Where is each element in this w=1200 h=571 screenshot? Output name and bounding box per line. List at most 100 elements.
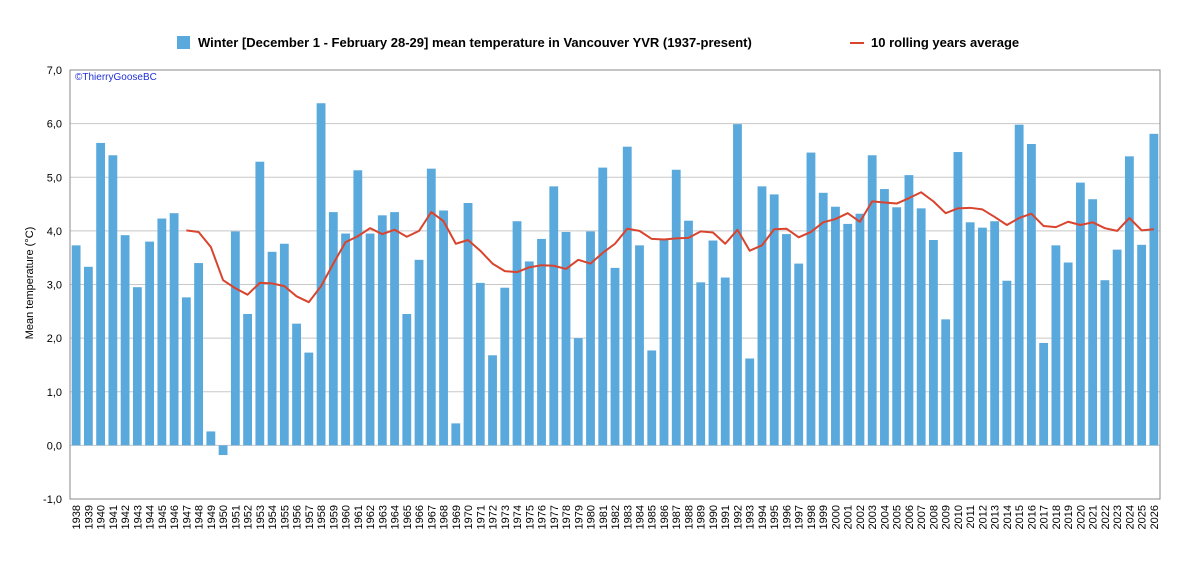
bar-2001 bbox=[843, 223, 853, 446]
y-tick-label: 2,0 bbox=[47, 333, 62, 345]
y-tick-label: 0,0 bbox=[47, 440, 62, 452]
bar-2011 bbox=[965, 222, 975, 446]
x-tick-label: 2023 bbox=[1112, 505, 1124, 529]
x-tick-label: 1993 bbox=[745, 505, 757, 529]
y-tick-labels: -1,0 0,0 1,0 2,0 3,0 4,0 5,0 6,0 7,0 bbox=[43, 65, 62, 506]
bar-1996 bbox=[782, 234, 791, 446]
x-tick-label: 1972 bbox=[488, 505, 500, 529]
bar-1966 bbox=[414, 259, 424, 446]
bar-1999 bbox=[818, 192, 828, 446]
x-tick-label: 2010 bbox=[953, 505, 965, 529]
x-tick-label: 1973 bbox=[500, 505, 512, 529]
x-tick-label: 2015 bbox=[1014, 505, 1026, 529]
y-tick-label: 6,0 bbox=[47, 119, 62, 131]
bar-1945 bbox=[157, 218, 167, 446]
bar-2000 bbox=[831, 206, 840, 446]
bar-1975 bbox=[524, 261, 534, 446]
x-tick-label: 2001 bbox=[843, 505, 855, 529]
x-tick-label: 1943 bbox=[132, 505, 144, 529]
x-tick-label: 1963 bbox=[377, 505, 389, 529]
legend-bar-label: Winter [December 1 - February 28-29] mea… bbox=[198, 35, 752, 50]
x-tick-label: 2000 bbox=[830, 505, 842, 529]
bar-1980 bbox=[586, 231, 595, 446]
bar-1959 bbox=[328, 212, 338, 446]
x-tick-label: 1954 bbox=[267, 505, 279, 529]
x-tick-label: 1968 bbox=[439, 505, 451, 529]
x-tick-label: 1958 bbox=[316, 505, 328, 529]
bar-1948 bbox=[194, 263, 204, 446]
x-tick-label: 2009 bbox=[941, 505, 953, 529]
x-tick-label: 1939 bbox=[83, 505, 95, 529]
bar-1957 bbox=[304, 352, 314, 446]
bar-1958 bbox=[316, 103, 326, 446]
y-tick-label: 3,0 bbox=[47, 280, 62, 292]
bar-1979 bbox=[573, 338, 583, 446]
x-tick-label: 1962 bbox=[365, 505, 377, 529]
x-tick-label: 1980 bbox=[586, 505, 598, 529]
x-tick-label: 1995 bbox=[769, 505, 781, 529]
bar-2021 bbox=[1088, 199, 1098, 446]
x-tick-label: 1987 bbox=[671, 505, 683, 529]
x-tick-label: 1974 bbox=[512, 505, 524, 529]
x-tick-label: 1957 bbox=[304, 505, 316, 529]
bar-2009 bbox=[941, 319, 951, 446]
bar-1990 bbox=[708, 240, 718, 446]
x-tick-label: 1969 bbox=[451, 505, 463, 529]
x-tick-label: 1941 bbox=[108, 505, 120, 529]
x-tick-labels: 1938 1939 1940 1941 1942 1943 1944 1945 1946 1947… bbox=[71, 505, 1161, 529]
y-tick-label: -1,0 bbox=[43, 494, 62, 506]
y-axis-label: Mean temperature (°C) bbox=[24, 227, 36, 340]
bar-2005 bbox=[892, 207, 902, 446]
bar-1976 bbox=[537, 238, 546, 446]
bar-2016 bbox=[1026, 144, 1036, 446]
bar-1955 bbox=[279, 243, 289, 446]
x-tick-label: 1985 bbox=[647, 505, 659, 529]
bar-1972 bbox=[488, 355, 497, 446]
bar-2013 bbox=[990, 221, 1000, 446]
x-tick-label: 2013 bbox=[990, 505, 1002, 529]
bar-2010 bbox=[953, 152, 963, 446]
x-tick-label: 1952 bbox=[243, 505, 255, 529]
rolling-average-line-group bbox=[186, 191, 1154, 304]
bar-1984 bbox=[635, 245, 644, 446]
bars bbox=[71, 103, 1159, 456]
x-tick-label: 2018 bbox=[1051, 505, 1063, 529]
x-tick-label: 2008 bbox=[928, 505, 940, 529]
bar-1938 bbox=[71, 245, 81, 446]
legend: Winter [December 1 - February 28-29] mea… bbox=[177, 35, 1019, 50]
bar-2014 bbox=[1002, 280, 1012, 446]
x-tick-label: 2017 bbox=[1039, 505, 1051, 529]
bar-2018 bbox=[1051, 245, 1061, 446]
bar-1971 bbox=[475, 282, 485, 446]
bar-1952 bbox=[243, 313, 252, 446]
bar-1988 bbox=[684, 220, 693, 446]
x-tick-label: 2021 bbox=[1088, 505, 1100, 529]
x-tick-label: 2024 bbox=[1124, 505, 1136, 529]
bar-1939 bbox=[83, 266, 93, 446]
x-tick-label: 1983 bbox=[622, 505, 634, 529]
bar-2022 bbox=[1100, 280, 1110, 446]
bar-1989 bbox=[696, 282, 706, 446]
x-tick-label: 2022 bbox=[1100, 505, 1112, 529]
x-tick-label: 2012 bbox=[977, 505, 989, 529]
x-tick-label: 1975 bbox=[524, 505, 536, 529]
x-tick-label: 2026 bbox=[1149, 505, 1161, 529]
bar-1964 bbox=[390, 212, 399, 446]
x-tick-label: 1997 bbox=[794, 505, 806, 529]
legend-bar-swatch bbox=[177, 36, 190, 49]
bar-2026 bbox=[1149, 133, 1159, 446]
x-tick-label: 2003 bbox=[867, 505, 879, 529]
x-tick-label: 1982 bbox=[610, 505, 622, 529]
bar-1944 bbox=[145, 241, 155, 446]
x-tick-label: 1981 bbox=[598, 505, 610, 529]
x-tick-label: 1964 bbox=[390, 505, 402, 529]
x-tick-label: 1991 bbox=[720, 505, 732, 529]
x-tick-label: 1956 bbox=[292, 505, 304, 529]
x-tick-label: 1977 bbox=[549, 505, 561, 529]
x-tick-label: 1942 bbox=[120, 505, 132, 529]
x-tick-label: 1955 bbox=[279, 505, 291, 529]
bar-1997 bbox=[794, 263, 804, 446]
y-tick-label: 5,0 bbox=[47, 172, 62, 184]
x-tick-label: 1989 bbox=[696, 505, 708, 529]
x-tick-label: 1961 bbox=[353, 505, 365, 529]
